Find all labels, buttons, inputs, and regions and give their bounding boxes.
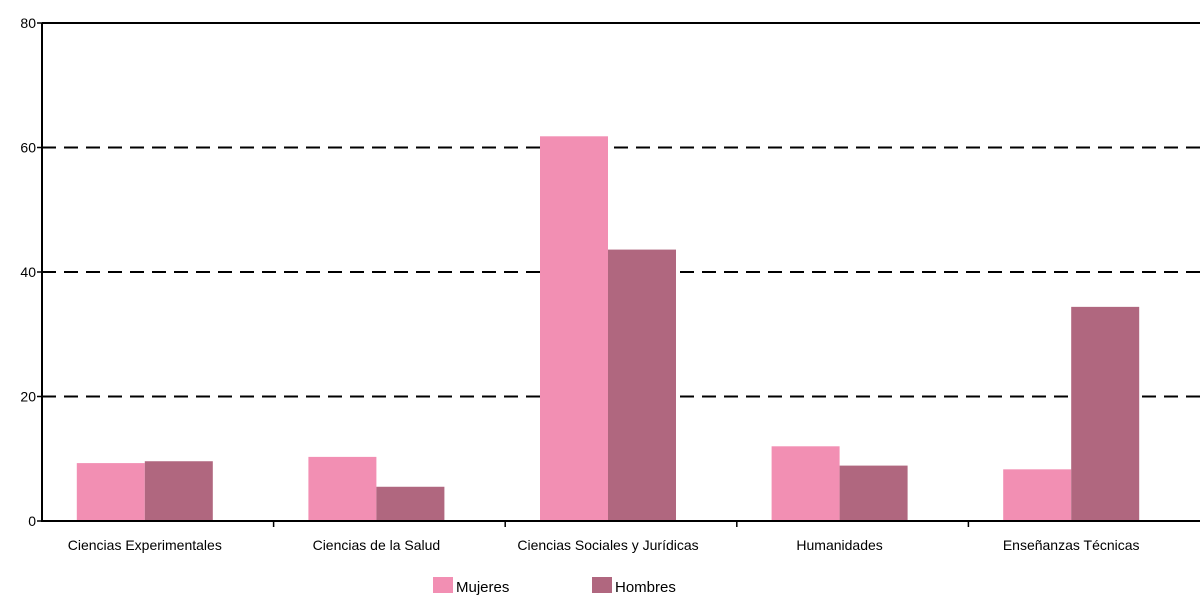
y-tick-label: 40	[20, 264, 36, 280]
y-tick-labels: 0 20 40 60 80	[20, 15, 36, 529]
legend: Mujeres Hombres	[433, 577, 676, 595]
bar-hombres-1	[376, 486, 445, 521]
bar-mujeres-2	[540, 136, 608, 522]
x-tick-label: Ciencias Sociales y Jurídicas	[517, 537, 698, 553]
bar-hombres-4	[1071, 306, 1140, 521]
x-tick-label: Enseñanzas Técnicas	[1003, 537, 1140, 553]
y-tick-label: 20	[20, 389, 36, 405]
x-tick-labels: Ciencias Experimentales Ciencias de la Sa…	[68, 537, 1140, 553]
legend-label-mujeres: Mujeres	[456, 579, 509, 595]
bar-mujeres-0	[76, 463, 145, 521]
y-tick-label: 0	[28, 513, 36, 529]
bar-mujeres-1	[308, 456, 377, 521]
x-tick-label: Ciencias de la Salud	[313, 537, 441, 553]
legend-label-hombres: Hombres	[615, 579, 676, 595]
bar-mujeres-4	[1003, 469, 1072, 521]
bar-mujeres-3	[771, 446, 840, 521]
legend-swatch-mujeres	[433, 577, 453, 593]
bars	[76, 136, 1140, 522]
bar-hombres-2	[608, 249, 676, 521]
x-tick-label: Ciencias Experimentales	[68, 537, 222, 553]
y-tick-label: 80	[20, 15, 36, 31]
bar-hombres-0	[144, 461, 213, 521]
legend-swatch-hombres	[592, 577, 612, 593]
axes	[37, 22, 1200, 527]
x-tick-label: Humanidades	[796, 537, 882, 553]
y-tick-label: 60	[20, 140, 36, 156]
bar-hombres-3	[839, 465, 908, 521]
